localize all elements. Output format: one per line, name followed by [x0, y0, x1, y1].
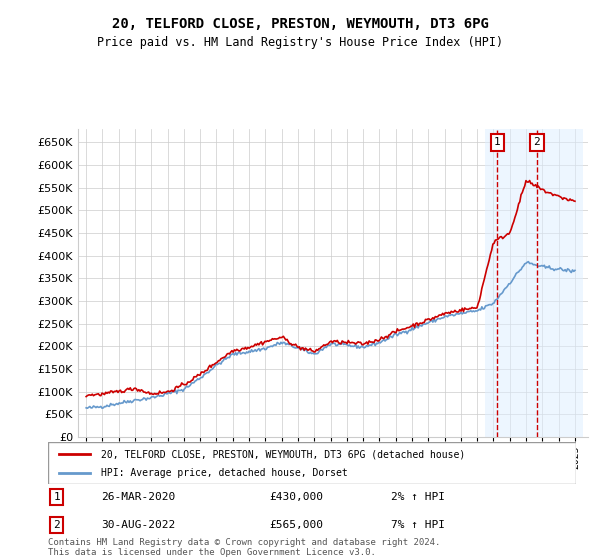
Text: 30-AUG-2022: 30-AUG-2022	[101, 520, 175, 530]
Text: £565,000: £565,000	[270, 520, 324, 530]
Text: 26-MAR-2020: 26-MAR-2020	[101, 492, 175, 502]
Text: Price paid vs. HM Land Registry's House Price Index (HPI): Price paid vs. HM Land Registry's House …	[97, 36, 503, 49]
Text: 20, TELFORD CLOSE, PRESTON, WEYMOUTH, DT3 6PG (detached house): 20, TELFORD CLOSE, PRESTON, WEYMOUTH, DT…	[101, 449, 465, 459]
Text: £430,000: £430,000	[270, 492, 324, 502]
Text: HPI: Average price, detached house, Dorset: HPI: Average price, detached house, Dors…	[101, 468, 347, 478]
Text: Contains HM Land Registry data © Crown copyright and database right 2024.
This d: Contains HM Land Registry data © Crown c…	[48, 538, 440, 557]
FancyBboxPatch shape	[48, 442, 576, 484]
Text: 20, TELFORD CLOSE, PRESTON, WEYMOUTH, DT3 6PG: 20, TELFORD CLOSE, PRESTON, WEYMOUTH, DT…	[112, 17, 488, 31]
Text: 1: 1	[494, 137, 500, 147]
Text: 2: 2	[533, 137, 540, 147]
Text: 2: 2	[53, 520, 60, 530]
Text: 2% ↑ HPI: 2% ↑ HPI	[391, 492, 445, 502]
Text: 7% ↑ HPI: 7% ↑ HPI	[391, 520, 445, 530]
Text: 1: 1	[53, 492, 60, 502]
Bar	[485, 129, 583, 437]
